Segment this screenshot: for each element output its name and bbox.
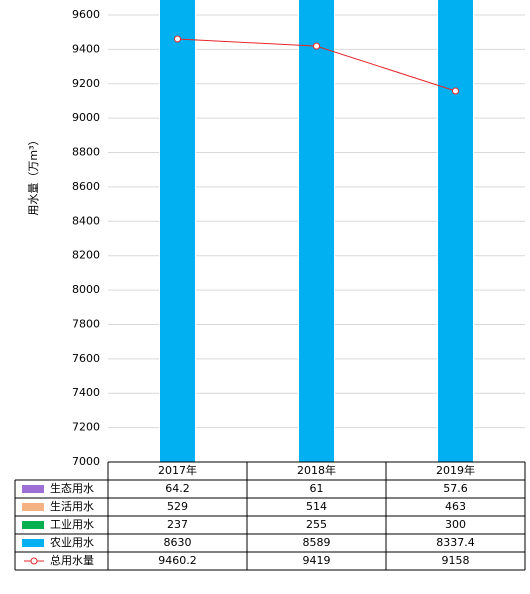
- legend-label: 工业用水: [50, 518, 94, 531]
- y-tick-label: 9600: [72, 8, 100, 21]
- legend-marker: [30, 557, 38, 565]
- y-tick-label: 7600: [72, 352, 100, 365]
- legend-swatch: [22, 503, 44, 511]
- table-value: 8337.4: [436, 536, 475, 549]
- legend-label: 农业用水: [50, 535, 94, 549]
- y-tick-label: 8800: [72, 146, 100, 159]
- table-value: 8630: [164, 536, 192, 549]
- legend-label: 生态用水: [50, 481, 94, 495]
- y-tick-label: 9200: [72, 77, 100, 90]
- y-tick-label: 7000: [72, 455, 100, 468]
- table-value: 9419: [303, 554, 331, 567]
- total-marker: [452, 87, 459, 95]
- x-tick-label: 2017年: [158, 463, 197, 477]
- table-value: 255: [306, 518, 327, 531]
- legend-swatch: [22, 539, 44, 547]
- y-tick-label: 8200: [72, 249, 100, 262]
- y-tick-label: 7800: [72, 317, 100, 330]
- y-axis-label: 用水量（万m³）: [27, 134, 40, 215]
- table-value: 61: [310, 482, 324, 495]
- table-value: 514: [306, 500, 327, 513]
- x-tick-label: 2018年: [297, 463, 336, 477]
- total-marker: [174, 35, 181, 43]
- table-value: 8589: [303, 536, 331, 549]
- y-tick-label: 9000: [72, 111, 100, 124]
- bar-segment: [437, 0, 474, 463]
- y-tick-label: 8000: [72, 283, 100, 296]
- table-value: 529: [167, 500, 188, 513]
- total-marker: [313, 42, 320, 50]
- x-tick-label: 2019年: [436, 463, 475, 477]
- y-tick-label: 8400: [72, 214, 100, 227]
- table-value: 57.6: [443, 482, 468, 495]
- table-value: 9158: [442, 554, 470, 567]
- y-tick-label: 7200: [72, 421, 100, 434]
- legend-label: 生活用水: [50, 499, 94, 513]
- legend-label: 总用水量: [50, 553, 94, 567]
- table-value: 237: [167, 518, 188, 531]
- bar-segment: [298, 0, 335, 463]
- y-tick-label: 8600: [72, 180, 100, 193]
- table-value: 463: [445, 500, 466, 513]
- legend-swatch: [22, 485, 44, 493]
- y-tick-label: 9400: [72, 42, 100, 55]
- legend-swatch: [22, 521, 44, 529]
- table-value: 300: [445, 518, 466, 531]
- table-value: 9460.2: [158, 554, 197, 567]
- table-value: 64.2: [165, 482, 190, 495]
- bar-segment: [159, 0, 196, 463]
- y-tick-label: 7400: [72, 386, 100, 399]
